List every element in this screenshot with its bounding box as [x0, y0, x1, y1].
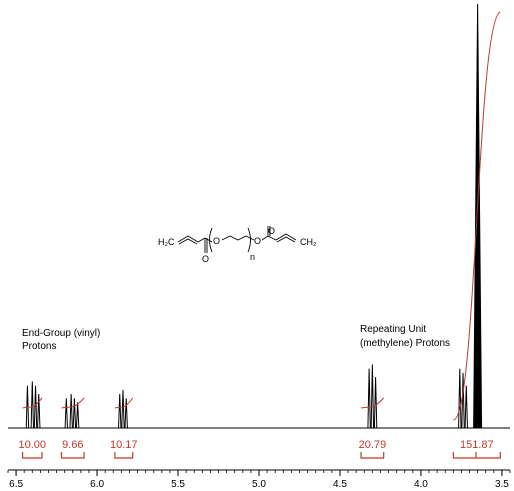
integral-value-1: 9.66 [62, 439, 83, 451]
structure-repeat-n: n [250, 252, 255, 262]
structure-oxygen-2: O [254, 236, 261, 246]
structure-bracket-left [209, 227, 213, 253]
x-tick-label-6: 3.5 [495, 479, 509, 490]
integral-curve-4 [452, 11, 501, 421]
integral-bracket-2 [114, 452, 134, 459]
spectrum-peak-1 [30, 381, 34, 429]
integral-bracket-1 [60, 452, 85, 459]
x-tick-label-0: 6.5 [9, 479, 23, 490]
x-tick-label-5: 4.0 [414, 479, 428, 490]
integral-curve-2 [114, 397, 134, 409]
spectrum-peak-15 [461, 372, 465, 429]
spectrum-peak-16 [464, 385, 468, 429]
spectrum-peak-3 [37, 394, 41, 429]
integral-value-3: 20.79 [359, 439, 387, 451]
spectrum-peak-0 [25, 385, 30, 429]
spectrum-peak-12 [370, 364, 375, 429]
spectrum-peak-5 [69, 394, 73, 429]
spectrum-peak-10 [124, 398, 128, 429]
integral-curve-3 [360, 397, 385, 409]
end-group-label-line2: Protons [22, 341, 56, 352]
spectrum-peak-6 [72, 398, 77, 429]
x-tick-label-4: 4.5 [333, 479, 347, 490]
structure-bracket-right [247, 227, 251, 253]
spectrum-peak-4 [64, 398, 68, 429]
integral-value-0: 10.00 [19, 439, 47, 451]
structure-carbonyl-o-2: O [268, 226, 275, 236]
integral-bracket-0 [21, 452, 43, 459]
spectrum-peak-7 [75, 402, 80, 429]
spectrum-peak-17 [473, 3, 483, 429]
end-group-label-line1: End-Group (vinyl) [22, 328, 100, 339]
chemical-structure: H₂C CH₂ O O O O n [158, 226, 317, 264]
structure-left-group: H₂C [158, 237, 175, 247]
x-tick-label-2: 5.5 [171, 479, 185, 490]
structure-bonds [177, 226, 297, 253]
repeating-unit-label-line2: (methylene) Protons [360, 338, 450, 349]
spectrum-peak-11 [367, 368, 371, 429]
x-tick-label-3: 5.0 [252, 479, 266, 490]
structure-carbonyl-o-1: O [202, 254, 209, 264]
integral-value-2: 10.17 [110, 439, 138, 451]
spectrum-peak-8 [118, 394, 122, 429]
spectrum-peak-14 [458, 368, 462, 429]
integral-bracket-4 [452, 452, 501, 459]
integral-bracket-3 [360, 452, 385, 459]
integral-curve-1 [61, 397, 85, 409]
repeating-unit-label-line1: Repeating Unit [360, 324, 426, 335]
structure-right-group: CH₂ [300, 237, 317, 247]
integral-curve-0 [22, 397, 43, 409]
spectrum-peak-9 [121, 389, 125, 429]
spectrum-peak-13 [373, 377, 378, 429]
plot-area: 10.00 9.66 10.17 20.79 151.87 6.5 6.0 5.5 5.0 4.5… [7, 3, 511, 490]
x-tick-label-1: 6.0 [90, 479, 104, 490]
structure-oxygen-1: O [213, 236, 220, 246]
integral-value-4: 151.87 [460, 439, 494, 451]
spectrum-peak-2 [33, 385, 38, 429]
